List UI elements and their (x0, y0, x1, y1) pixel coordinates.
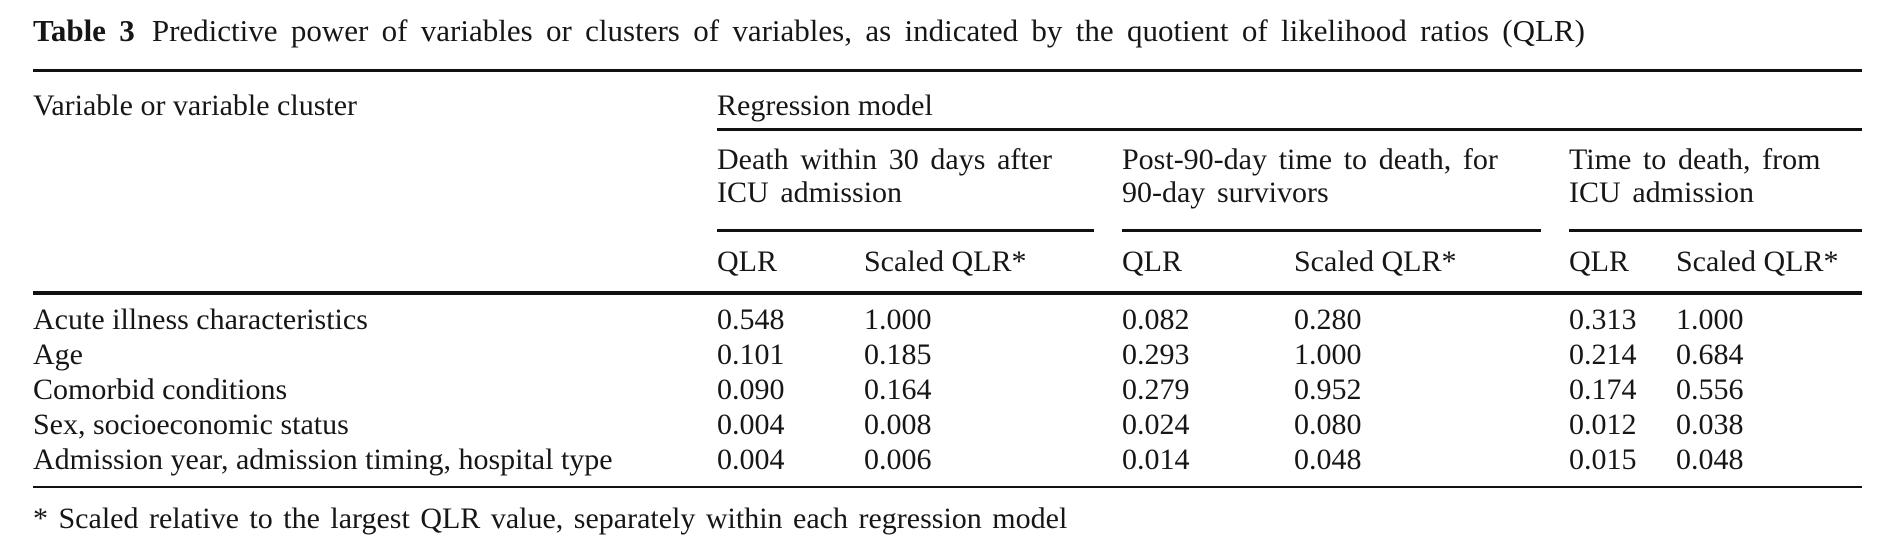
scaled-qlr-value: 0.006 (864, 442, 1094, 488)
scaled-qlr-value: 0.080 (1294, 408, 1362, 441)
row-label: Admission year, admission timing, hospit… (33, 442, 717, 488)
table-row: Acute illness characteristics 0.548 1.00… (33, 293, 1862, 337)
column-gap (1094, 372, 1122, 407)
scaled-qlr-value: 0.164 (864, 373, 932, 406)
qlr-value: 0.090 (717, 373, 785, 406)
scaled-qlr-value: 0.048 (1676, 442, 1863, 488)
header-row-top: Variable or variable cluster Regression … (33, 70, 1863, 295)
column-gap (1541, 293, 1569, 337)
column-gap (1094, 293, 1122, 337)
column-header-variable-cluster: Variable or variable cluster (33, 70, 717, 295)
scaled-qlr-value: 0.048 (1294, 442, 1541, 488)
qlr-table: Variable or variable cluster Regression … (33, 69, 1863, 488)
qlr-value: 0.082 (1122, 303, 1190, 336)
qlr-value: 0.279 (1122, 373, 1190, 406)
column-gap (1094, 130, 1122, 231)
qlr-value: 0.548 (717, 303, 785, 336)
qlr-value: 0.313 (1569, 303, 1637, 336)
scaled-qlr-value: 1.000 (1294, 338, 1362, 371)
row-label: Comorbid conditions (33, 373, 288, 406)
table-footnote: * Scaled relative to the largest QLR val… (33, 502, 1068, 535)
scaled-qlr-value: 0.008 (864, 408, 932, 441)
qlr-value: 0.101 (717, 338, 785, 371)
paper-table-figure: Table 3 Predictive power of variables or … (33, 12, 1863, 535)
table-row: Age 0.101 0.185 0.293 1.000 0.214 0.684 (33, 337, 1862, 372)
qlr-value: 0.293 (1122, 338, 1190, 371)
column-header-qlr-1: QLR (717, 230, 864, 295)
qlr-value: 0.014 (1122, 442, 1294, 488)
qlr-value: 0.214 (1569, 338, 1637, 371)
model-header-time-to-death: Time to death, from ICU admission (1569, 129, 1863, 232)
scaled-qlr-value: 0.556 (1676, 373, 1744, 406)
column-gap (1094, 407, 1122, 442)
qlr-value: 0.024 (1122, 408, 1190, 441)
scaled-qlr-value: 0.185 (864, 338, 932, 371)
column-gap (1541, 130, 1569, 231)
column-gap (1094, 230, 1122, 295)
column-header-qlr-3: QLR (1569, 230, 1676, 295)
scaled-qlr-value: 0.280 (1294, 303, 1362, 336)
qlr-value: 0.012 (1569, 408, 1637, 441)
column-gap (1541, 230, 1569, 295)
scaled-qlr-value: 0.038 (1676, 408, 1744, 441)
model-header-death-30-days: Death within 30 days after ICU admission (717, 129, 1094, 232)
column-gap (1541, 337, 1569, 372)
qlr-value: 0.174 (1569, 373, 1637, 406)
table-caption: Table 3 Predictive power of variables or … (33, 12, 1862, 49)
column-header-qlr-2: QLR (1122, 230, 1294, 295)
column-gap (1541, 442, 1569, 488)
row-label: Age (33, 338, 83, 371)
scaled-qlr-value: 1.000 (864, 303, 932, 336)
table-row: Admission year, admission timing, hospit… (33, 442, 1863, 488)
header-row-models: Death within 30 days after ICU admission… (33, 129, 1863, 232)
table-caption-text: Predictive power of variables or cluster… (151, 13, 1585, 48)
scaled-qlr-value: 0.684 (1676, 338, 1744, 371)
qlr-value: 0.004 (717, 408, 785, 441)
column-gap (1094, 442, 1122, 488)
column-header-scaled-qlr-1: Scaled QLR* (864, 230, 1094, 295)
table-row: Sex, socioeconomic status 0.004 0.008 0.… (33, 407, 1862, 442)
scaled-qlr-value: 0.952 (1294, 373, 1362, 406)
table-row: Comorbid conditions 0.090 0.164 0.279 0.… (33, 372, 1862, 407)
column-gap (1541, 372, 1569, 407)
row-label: Acute illness characteristics (33, 303, 368, 336)
model-header-post-90-day: Post-90-day time to death, for 90-day su… (1122, 129, 1541, 232)
column-header-scaled-qlr-2: Scaled QLR* (1294, 230, 1541, 295)
column-gap (1094, 337, 1122, 372)
header-row-measures: QLR Scaled QLR* QLR Scaled QLR* QLR Scal… (33, 230, 1863, 295)
scaled-qlr-value: 1.000 (1676, 303, 1744, 336)
qlr-value: 0.004 (717, 442, 864, 488)
row-label: Sex, socioeconomic status (33, 408, 349, 441)
column-group-header-regression-model: Regression model (717, 70, 1863, 131)
qlr-value: 0.015 (1569, 442, 1676, 488)
column-header-scaled-qlr-3: Scaled QLR* (1676, 230, 1863, 295)
table-caption-number: Table 3 (33, 13, 135, 48)
column-gap (1541, 407, 1569, 442)
